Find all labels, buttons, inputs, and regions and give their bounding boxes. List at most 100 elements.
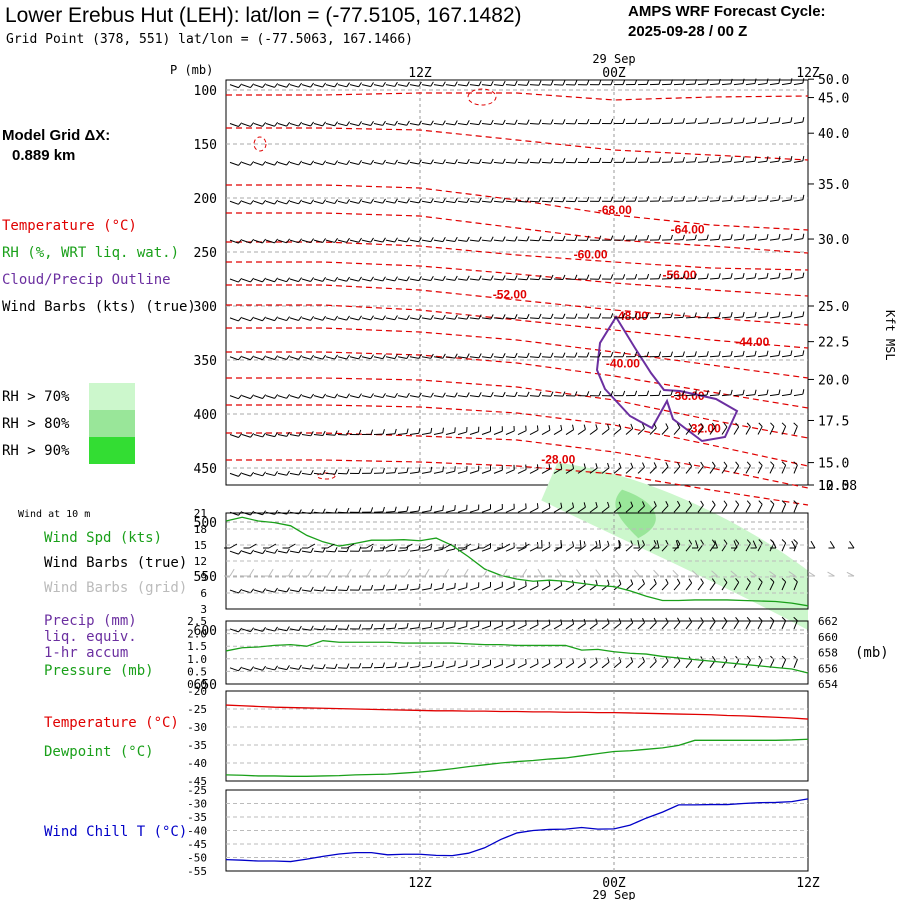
wind-barb-flag: [262, 355, 267, 360]
wind-barb: [241, 667, 251, 671]
wind-barb-flag: [382, 276, 386, 282]
wind-barb-flag: [630, 656, 634, 662]
wind-barb: [229, 317, 239, 322]
wind-barb-flag: [454, 81, 458, 87]
wind-barb: [649, 505, 657, 513]
wind-barb: [421, 471, 431, 474]
wind-barb: [529, 356, 540, 358]
wind-barb: [457, 239, 467, 242]
wind-barb: [301, 395, 311, 399]
wind-barb-flag: [406, 276, 410, 281]
wind-barb-flag: [688, 422, 693, 428]
wind-barb: [433, 239, 443, 243]
wind-barb: [373, 356, 383, 360]
wind-barb: [745, 659, 751, 669]
wind-barb-flag: [478, 158, 482, 164]
wind-barb: [313, 161, 323, 166]
wind-chill-panel: -25-30-35-40-45-50-55: [187, 784, 809, 878]
wind-barb: [349, 317, 359, 321]
kft-tick-label: 50.0: [818, 73, 849, 88]
legend-rh70-swatch: [89, 383, 135, 410]
wind-barb-flag: [466, 314, 470, 320]
wind-barb: [325, 472, 336, 475]
wind-barb: [709, 465, 716, 474]
surface-wind-barb-true: [366, 543, 374, 549]
wind-barb-flag: [610, 235, 614, 241]
wind-barb-flag: [442, 660, 444, 666]
wind-barb: [745, 316, 755, 319]
wind-barb-flag: [574, 274, 578, 280]
wind-barb-flag: [688, 461, 693, 467]
y-tick-label: 2.5: [187, 615, 207, 628]
wind-barb: [373, 395, 383, 399]
wind-barb: [709, 122, 720, 124]
wind-barb-flag: [334, 276, 338, 282]
wind-barb-flag: [346, 82, 350, 88]
wind-barb-flag: [730, 195, 733, 201]
wind-barb-flag: [718, 273, 721, 279]
wind-barb: [421, 510, 431, 513]
wind-barb: [469, 122, 479, 126]
wind-barb: [265, 200, 275, 205]
y2-tick-label: 656: [818, 662, 838, 675]
wind-barb: [757, 355, 767, 358]
wind-barb: [733, 199, 744, 202]
wind-barb-flag: [778, 78, 781, 84]
wind-barb: [301, 84, 311, 88]
wind-barb-flag: [583, 424, 586, 430]
wind-barb-flag: [382, 120, 386, 126]
wind-barb: [697, 660, 704, 669]
y-tick-label: 6: [200, 587, 207, 600]
wind-barb-flag: [490, 236, 494, 242]
wind-barb: [265, 667, 275, 671]
wind-barb-flag: [730, 389, 733, 395]
time-label-top: 00Z: [602, 66, 626, 81]
wind-barb-flag: [322, 664, 326, 670]
wind-barb-flag: [238, 627, 243, 633]
wind-barb-flag: [250, 161, 255, 166]
wind-barb-flag: [238, 433, 243, 438]
wind-barb-flag: [358, 468, 362, 474]
wind-barb-flag: [430, 622, 433, 628]
wind-barb-flag: [536, 425, 539, 431]
wind-barb-flag: [346, 430, 350, 436]
wind-barb-flag: [382, 393, 386, 398]
wind-barb: [241, 278, 251, 283]
wind-barb: [793, 82, 803, 86]
wind-barb: [733, 316, 744, 319]
wind-barb-flag: [274, 83, 279, 88]
wind-barb-flag: [618, 657, 622, 663]
wind-barb: [625, 661, 634, 669]
wind-barb-flag: [238, 83, 243, 88]
y-tick-label: 2.0: [187, 628, 207, 641]
wind-barb: [733, 160, 744, 163]
wind-barb: [481, 239, 491, 242]
wind-barb: [697, 238, 708, 241]
wind-barb-flag: [770, 500, 775, 505]
wind-barb: [493, 469, 503, 474]
wind-barb-flag: [574, 313, 578, 319]
wind-barb: [433, 161, 443, 165]
wind-barb-flag: [550, 235, 554, 241]
wind-barb-flag: [286, 316, 291, 321]
wind-barb-flag: [754, 156, 757, 162]
wind-barb-flag: [274, 277, 279, 283]
wind-barb-flag: [778, 350, 781, 356]
wind-barb: [625, 622, 634, 630]
wind-barb-flag: [607, 540, 610, 546]
wind-barb-flag: [790, 233, 793, 239]
wind-barb-flag: [406, 467, 409, 473]
wind-barb-flag: [238, 239, 243, 244]
wind-barb-flag: [442, 466, 444, 472]
wind-barb: [541, 546, 551, 552]
wind-barb-flag: [711, 578, 716, 583]
wind-barb: [769, 465, 775, 474]
wind-barb-flag: [274, 394, 279, 399]
surface-wind-barb-true: [849, 541, 855, 549]
y2-tick-label: 662: [818, 615, 838, 628]
wind-barb-flag: [766, 350, 769, 356]
surface-wind-barb-grid: [769, 570, 777, 577]
wind-barb-flag: [723, 539, 728, 544]
wind-barb-flag: [711, 500, 716, 506]
surface-wind-barb-true: [249, 543, 257, 549]
